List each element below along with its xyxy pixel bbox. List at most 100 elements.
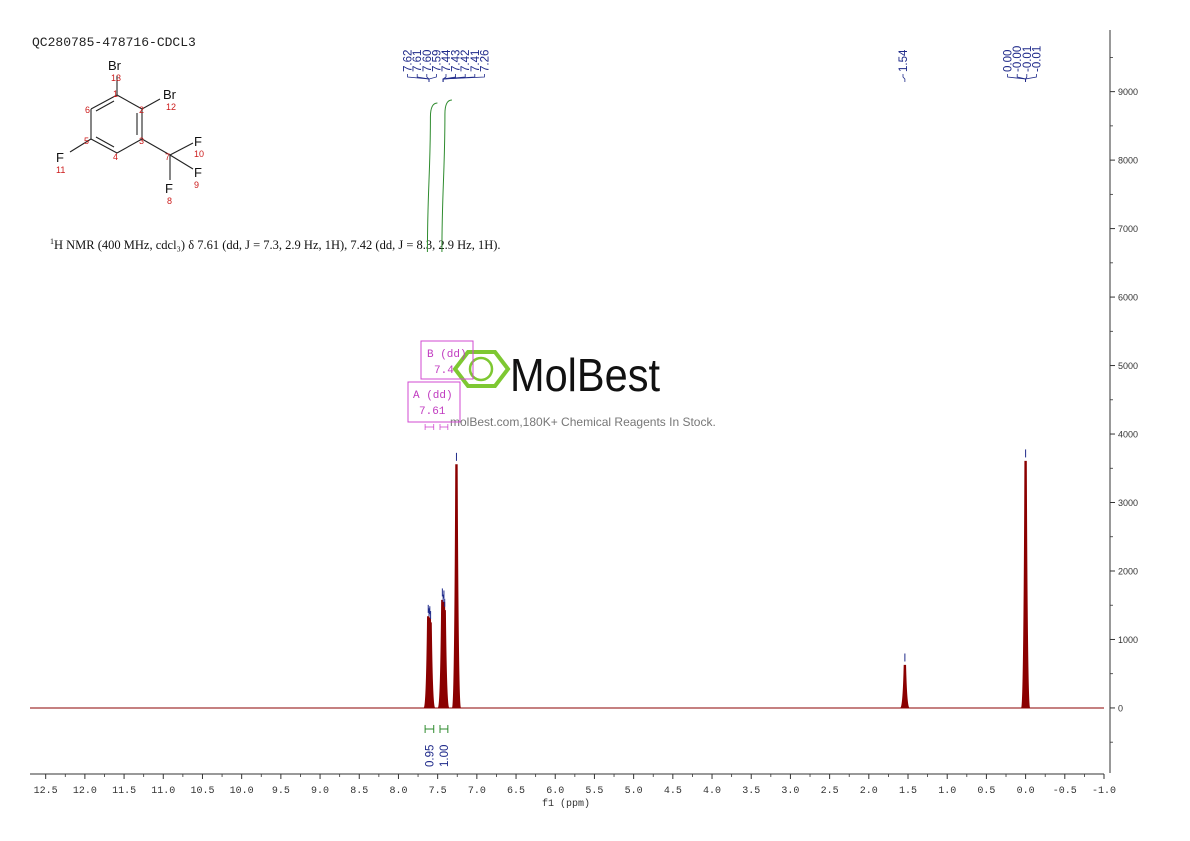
molecule-bonds (69, 76, 194, 180)
peak-label-leader (442, 74, 485, 82)
x-tick-label: 6.0 (546, 786, 564, 797)
x-tick-label: 0.5 (977, 786, 995, 797)
ring-number: 3 (139, 136, 144, 146)
x-tick-label: 11.5 (112, 786, 136, 797)
sample-title: QC280785-478716-CDCL3 (32, 35, 196, 50)
atom-number: 8 (167, 196, 172, 206)
x-tick-label: 7.0 (468, 786, 486, 797)
peak-label: 7.26 (479, 50, 491, 72)
multiplet-box-a (407, 381, 461, 423)
spectrum (30, 449, 1104, 709)
peak-label: 7.60 (422, 50, 434, 72)
watermark-tagline: molBest.com,180K+ Chemical Reagents In S… (450, 415, 716, 429)
peak-label-leader (407, 74, 430, 82)
atom-number: 13 (111, 73, 121, 83)
peak-label-leader (442, 74, 447, 82)
y-tick-label: 7000 (1118, 224, 1138, 234)
x-tick-label: 11.0 (151, 786, 175, 797)
nmr-summary: 1H NMR (400 MHz, cdcl₃) δ 7.61 (dd, J = … (50, 237, 501, 252)
watermark-brand: MolBest (510, 349, 660, 401)
spectrum-peak (1021, 460, 1031, 709)
x-tick-label: 3.5 (742, 786, 760, 797)
x-tick-label: 5.0 (625, 786, 643, 797)
x-tick-label: 8.0 (389, 786, 407, 797)
ring-number: 6 (85, 105, 90, 115)
nmr-summary-superscript: 1 (50, 237, 54, 246)
peak-labels: 7.627.617.607.597.447.437.427.417.26 1.54… (403, 46, 1043, 82)
peak-label-leader (1025, 74, 1037, 82)
watermark: MolBest molBest.com,180K+ Chemical Reage… (450, 349, 716, 429)
atom-symbol: F (194, 165, 202, 180)
y-tick-label: 9000 (1118, 87, 1138, 97)
atom-number: 12 (166, 102, 176, 112)
y-tick-label: 8000 (1118, 156, 1138, 166)
multiplet-shift: 7.4 (434, 365, 454, 377)
spectrum-peak (440, 610, 450, 709)
peak-label: 7.59 (431, 50, 443, 72)
y-tick-label: 2000 (1118, 566, 1138, 576)
integral-value: 1.00 (439, 745, 451, 767)
peak-label: 7.43 (451, 50, 463, 72)
x-tick-label: 10.0 (230, 786, 254, 797)
y-tick-label: 4000 (1118, 430, 1138, 440)
multiplet-shift: 7.61 (419, 406, 446, 418)
x-tick-label: 4.0 (703, 786, 721, 797)
x-tick-label: 2.0 (860, 786, 878, 797)
atom-number: 10 (194, 149, 204, 159)
x-tick-label: 4.5 (664, 786, 682, 797)
x-tick-label: 1.5 (899, 786, 917, 797)
y-tick-label: 0 (1118, 703, 1123, 713)
x-tick-label: 10.5 (190, 786, 214, 797)
x-tick-label: 12.0 (73, 786, 97, 797)
ring-number: 4 (113, 152, 118, 162)
peak-label: 1.54 (898, 49, 910, 72)
ring-number: 1 (113, 89, 118, 99)
ring-number: 5 (84, 136, 89, 146)
peak-label: -0.00 (1012, 46, 1024, 72)
peak-label: 7.44 (441, 49, 453, 72)
atom-number: 11 (56, 165, 65, 175)
multiplet-boxes: B (dd) 7.4 A (dd) 7.61 (407, 340, 474, 423)
spectrum-peak (900, 664, 910, 709)
integral-curve (441, 99, 452, 253)
spectrum-peak (451, 464, 462, 709)
molecule-atom-numbers: 13 12 10 9 8 11 1 2 3 4 5 6 7 (56, 73, 204, 206)
peak-label: 7.41 (470, 50, 482, 72)
multiplet-label: B (dd) (427, 349, 467, 361)
x-tick-label: 0.0 (1017, 786, 1035, 797)
x-tick-label: 7.5 (429, 786, 447, 797)
peak-label: 0.00 (1003, 50, 1015, 72)
atom-symbol: F (165, 181, 173, 196)
x-tick-label: 9.0 (311, 786, 329, 797)
ring-number: 7 (165, 152, 170, 162)
y-tick-label: 5000 (1118, 361, 1138, 371)
molbest-logo-icon (452, 350, 511, 388)
integral-curve (426, 102, 438, 253)
peak-label: 7.62 (403, 50, 415, 72)
peak-label: -0.01 (1031, 46, 1043, 72)
x-tick-label: -0.5 (1053, 786, 1077, 797)
peak-label: -0.01 (1022, 46, 1034, 72)
atom-symbol: Br (108, 58, 122, 73)
x-tick-label: 5.5 (585, 786, 603, 797)
x-axis-label: f1 (ppm) (542, 798, 590, 810)
x-tick-label: -1.0 (1092, 786, 1116, 797)
x-tick-label: 6.5 (507, 786, 525, 797)
spectrum-peak (426, 622, 436, 709)
peak-label-leader (902, 74, 906, 82)
atom-symbol: F (56, 150, 64, 165)
multiplet-box-b (420, 340, 474, 380)
atom-symbol: F (194, 134, 202, 149)
y-tick-label: 1000 (1118, 635, 1138, 645)
x-tick-label: 1.0 (938, 786, 956, 797)
molecule-atom-labels: Br Br F F F F (56, 58, 202, 196)
molecule-structure: Br Br F F F F 13 12 10 9 8 11 1 2 3 4 5 … (56, 58, 204, 206)
x-tick-label: 3.0 (781, 786, 799, 797)
x-tick-label: 12.5 (34, 786, 58, 797)
x-tick-label: 2.5 (821, 786, 839, 797)
y-tick-label: 6000 (1118, 293, 1138, 303)
y-tick-label: 3000 (1118, 498, 1138, 508)
x-tick-label: 9.5 (272, 786, 290, 797)
peak-label-leader (428, 74, 437, 82)
